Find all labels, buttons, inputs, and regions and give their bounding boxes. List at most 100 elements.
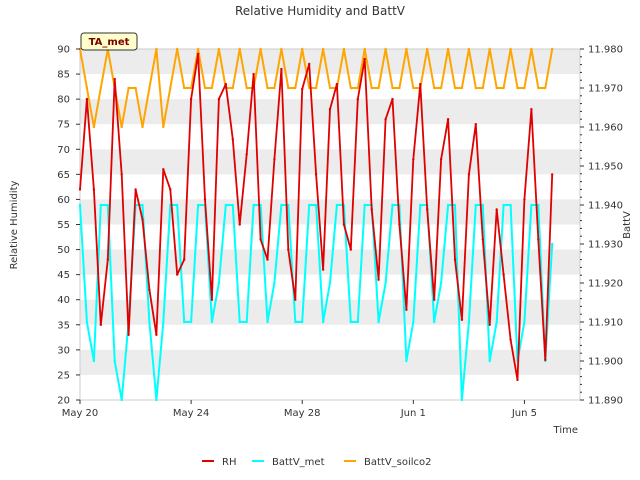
data-point-battv-met bbox=[120, 398, 123, 402]
data-point-rh bbox=[544, 358, 547, 362]
data-point-battv-met bbox=[217, 281, 221, 285]
data-point-rh bbox=[502, 273, 505, 276]
data-point-battv-met bbox=[224, 203, 227, 207]
data-point-battv-met bbox=[495, 320, 498, 324]
grid-band bbox=[80, 249, 580, 275]
data-point-rh bbox=[467, 173, 471, 176]
data-point-battv-soilco2 bbox=[544, 86, 547, 90]
data-point-battv-soilco2 bbox=[196, 47, 200, 51]
y-left-tick-label: 35 bbox=[57, 320, 70, 331]
data-point-rh bbox=[92, 188, 96, 191]
data-point-battv-met bbox=[377, 320, 380, 324]
data-point-rh bbox=[433, 298, 436, 301]
data-point-rh bbox=[474, 123, 477, 126]
data-point-battv-met bbox=[245, 320, 248, 324]
data-point-rh bbox=[509, 338, 512, 341]
data-point-battv-met bbox=[92, 359, 96, 363]
x-tick-label: Jun 1 bbox=[400, 408, 426, 419]
data-point-rh bbox=[231, 138, 234, 141]
data-point-rh bbox=[245, 153, 248, 156]
data-point-battv-soilco2 bbox=[342, 47, 346, 51]
data-point-battv-soilco2 bbox=[523, 86, 526, 90]
data-point-rh bbox=[238, 223, 241, 226]
chart-title: Relative Humidity and BattV bbox=[235, 4, 406, 18]
data-point-battv-soilco2 bbox=[301, 47, 304, 51]
y-left-tick-label: 75 bbox=[57, 120, 70, 131]
y-left-tick-label: 85 bbox=[57, 70, 70, 81]
data-point-rh bbox=[495, 208, 498, 211]
data-point-battv-soilco2 bbox=[537, 86, 540, 90]
data-point-rh bbox=[335, 82, 339, 86]
data-point-battv-met bbox=[148, 320, 151, 324]
data-point-battv-met bbox=[523, 320, 526, 324]
data-point-rh bbox=[141, 218, 144, 221]
data-point-rh bbox=[259, 238, 262, 241]
data-point-battv-soilco2 bbox=[398, 86, 401, 90]
data-point-battv-met bbox=[502, 203, 505, 207]
data-point-rh bbox=[446, 118, 450, 121]
y-left-tick-label: 20 bbox=[57, 396, 70, 407]
data-point-battv-soilco2 bbox=[231, 86, 234, 90]
y-left-tick-label: 80 bbox=[57, 95, 70, 106]
data-point-rh bbox=[321, 268, 325, 271]
x-tick-label: May 24 bbox=[173, 408, 210, 419]
data-point-battv-soilco2 bbox=[349, 86, 352, 90]
data-point-battv-soilco2 bbox=[266, 86, 269, 90]
data-point-battv-soilco2 bbox=[245, 86, 248, 90]
data-point-rh bbox=[224, 82, 227, 86]
data-point-battv-soilco2 bbox=[287, 86, 290, 90]
grid-band bbox=[80, 199, 580, 225]
y-left-tick-label: 25 bbox=[57, 370, 70, 381]
x-axis-label: Time bbox=[553, 425, 578, 436]
data-point-battv-met bbox=[439, 281, 443, 285]
x-tick-label: May 20 bbox=[62, 408, 99, 419]
data-point-rh bbox=[460, 318, 464, 321]
data-point-rh bbox=[391, 97, 394, 101]
data-point-battv-met bbox=[266, 320, 269, 324]
data-point-battv-met bbox=[314, 203, 318, 207]
data-point-battv-met bbox=[273, 281, 276, 285]
data-point-battv-met bbox=[481, 203, 484, 207]
data-point-rh bbox=[308, 62, 311, 66]
data-point-battv-soilco2 bbox=[148, 86, 151, 90]
badge-label: TA_met bbox=[89, 37, 130, 48]
data-point-battv-soilco2 bbox=[495, 86, 498, 90]
data-point-rh bbox=[169, 188, 172, 191]
data-point-battv-met bbox=[99, 203, 103, 207]
data-point-rh bbox=[530, 108, 533, 111]
y-left-tick-label: 40 bbox=[57, 295, 70, 306]
data-point-battv-met bbox=[460, 398, 464, 402]
legend-label-battv-soilco2: BattV_soilco2 bbox=[364, 457, 432, 468]
data-point-battv-met bbox=[349, 320, 352, 324]
data-point-rh bbox=[398, 223, 401, 226]
data-point-battv-soilco2 bbox=[189, 86, 193, 90]
data-point-battv-met bbox=[551, 242, 554, 246]
data-point-battv-met bbox=[196, 203, 200, 207]
data-point-battv-soilco2 bbox=[127, 86, 130, 90]
y-left-tick-label: 55 bbox=[57, 220, 70, 231]
y-left-tick-label: 90 bbox=[57, 45, 70, 56]
data-point-rh bbox=[439, 158, 443, 161]
data-point-rh bbox=[134, 188, 137, 191]
data-point-battv-met bbox=[308, 203, 311, 207]
data-point-battv-soilco2 bbox=[238, 47, 241, 51]
y-right-tick-label: 11.930 bbox=[588, 240, 623, 251]
data-point-battv-soilco2 bbox=[314, 86, 318, 90]
data-point-battv-soilco2 bbox=[453, 86, 457, 90]
y-right-tick-label: 11.960 bbox=[588, 123, 623, 134]
data-point-battv-met bbox=[287, 203, 290, 207]
data-point-battv-met bbox=[412, 320, 415, 324]
data-point-battv-met bbox=[537, 203, 540, 207]
data-point-battv-soilco2 bbox=[384, 47, 387, 51]
grid-band bbox=[80, 149, 580, 175]
data-point-rh bbox=[155, 333, 158, 336]
data-point-rh bbox=[294, 298, 297, 301]
data-point-rh bbox=[537, 238, 540, 241]
data-point-battv-met bbox=[189, 320, 193, 324]
data-point-battv-soilco2 bbox=[120, 125, 123, 129]
y-right-tick-label: 11.950 bbox=[588, 162, 623, 173]
data-point-rh bbox=[419, 82, 422, 86]
data-point-battv-met bbox=[210, 320, 214, 324]
data-point-rh bbox=[148, 288, 151, 291]
